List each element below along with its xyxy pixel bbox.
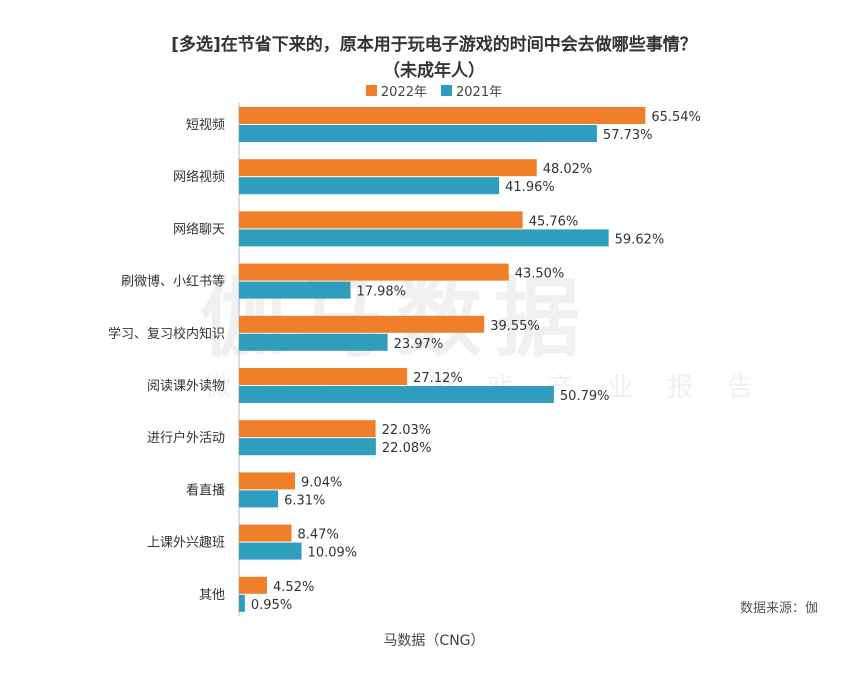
legend-label-2022: 2022年 bbox=[380, 85, 427, 100]
category-label: 网络聊天 bbox=[173, 221, 225, 237]
data-label-2021: 17.98% bbox=[356, 285, 406, 300]
data-label-2021: 50.79% bbox=[560, 389, 610, 404]
bar-2022 bbox=[239, 420, 376, 438]
bar-2022 bbox=[239, 107, 646, 124]
chart-title: [多选]在节省下来的，原本用于玩电子游戏的时间中会去做哪些事情？ bbox=[171, 35, 697, 55]
bar-2021 bbox=[239, 490, 279, 508]
bar-2021 bbox=[239, 229, 609, 247]
data-label-2022: 45.76% bbox=[529, 214, 579, 229]
data-label-2021: 0.95% bbox=[251, 598, 292, 613]
bar-2022 bbox=[239, 368, 408, 385]
bar-2021 bbox=[239, 594, 245, 612]
bar-2021 bbox=[239, 438, 376, 456]
bar-2022 bbox=[239, 263, 509, 281]
bar-2022 bbox=[239, 159, 537, 177]
data-label-2022: 65.54% bbox=[651, 110, 701, 125]
bar-2021 bbox=[239, 177, 500, 195]
data-label-2022: 43.50% bbox=[515, 267, 565, 282]
data-label-2022: 4.52% bbox=[273, 580, 314, 595]
data-source-note: 数据来源：伽 bbox=[739, 601, 818, 616]
bar-2021 bbox=[239, 125, 597, 142]
legend-item-2022: 2022年 bbox=[365, 81, 427, 100]
bar-2021 bbox=[239, 333, 388, 351]
bar-2021 bbox=[239, 542, 302, 560]
data-label-2021: 41.96% bbox=[505, 180, 555, 195]
category-label: 刷微博、小红书等 bbox=[121, 274, 225, 290]
data-label-2021: 59.62% bbox=[615, 232, 665, 247]
category-label: 阅读课外读物 bbox=[147, 379, 225, 394]
data-label-2022: 27.12% bbox=[413, 371, 463, 386]
legend-label-2021: 2021年 bbox=[456, 85, 503, 100]
bar-2022 bbox=[239, 315, 485, 333]
category-label: 其他 bbox=[199, 588, 225, 603]
bar-2022 bbox=[239, 576, 268, 594]
data-label-2022: 39.55% bbox=[490, 319, 540, 334]
data-label-2021: 6.31% bbox=[284, 493, 325, 508]
bar-2022 bbox=[239, 524, 292, 542]
data-label-2021: 57.73% bbox=[603, 128, 653, 143]
bar-2022 bbox=[239, 472, 296, 490]
category-label: 网络视频 bbox=[173, 169, 225, 185]
category-label: 短视频 bbox=[186, 118, 225, 133]
chart-subtitle: （未成年人） bbox=[383, 61, 485, 81]
data-label-2021: 22.08% bbox=[382, 441, 432, 456]
data-label-2022: 8.47% bbox=[298, 528, 339, 543]
data-label-2022: 22.03% bbox=[382, 423, 432, 438]
footer-credit: 马数据（CNG） bbox=[383, 633, 485, 649]
bar-2022 bbox=[239, 211, 523, 229]
category-label: 看直播 bbox=[186, 482, 225, 498]
category-label: 上课外兴趣班 bbox=[147, 536, 225, 551]
category-label: 学习、复习校内知识 bbox=[108, 326, 225, 342]
legend-item-2021: 2021年 bbox=[441, 81, 502, 100]
data-label-2021: 10.09% bbox=[308, 546, 358, 561]
bar-2021 bbox=[239, 386, 554, 403]
data-label-2022: 9.04% bbox=[301, 475, 342, 490]
data-label-2021: 23.97% bbox=[394, 337, 444, 352]
bar-2021 bbox=[239, 281, 351, 299]
data-label-2022: 48.02% bbox=[543, 162, 593, 177]
legend-swatch-2021 bbox=[441, 85, 452, 96]
legend-swatch-2022 bbox=[365, 85, 377, 96]
legend: 2022年 2021年 bbox=[0, 81, 868, 100]
category-label: 进行户外活动 bbox=[147, 430, 225, 446]
